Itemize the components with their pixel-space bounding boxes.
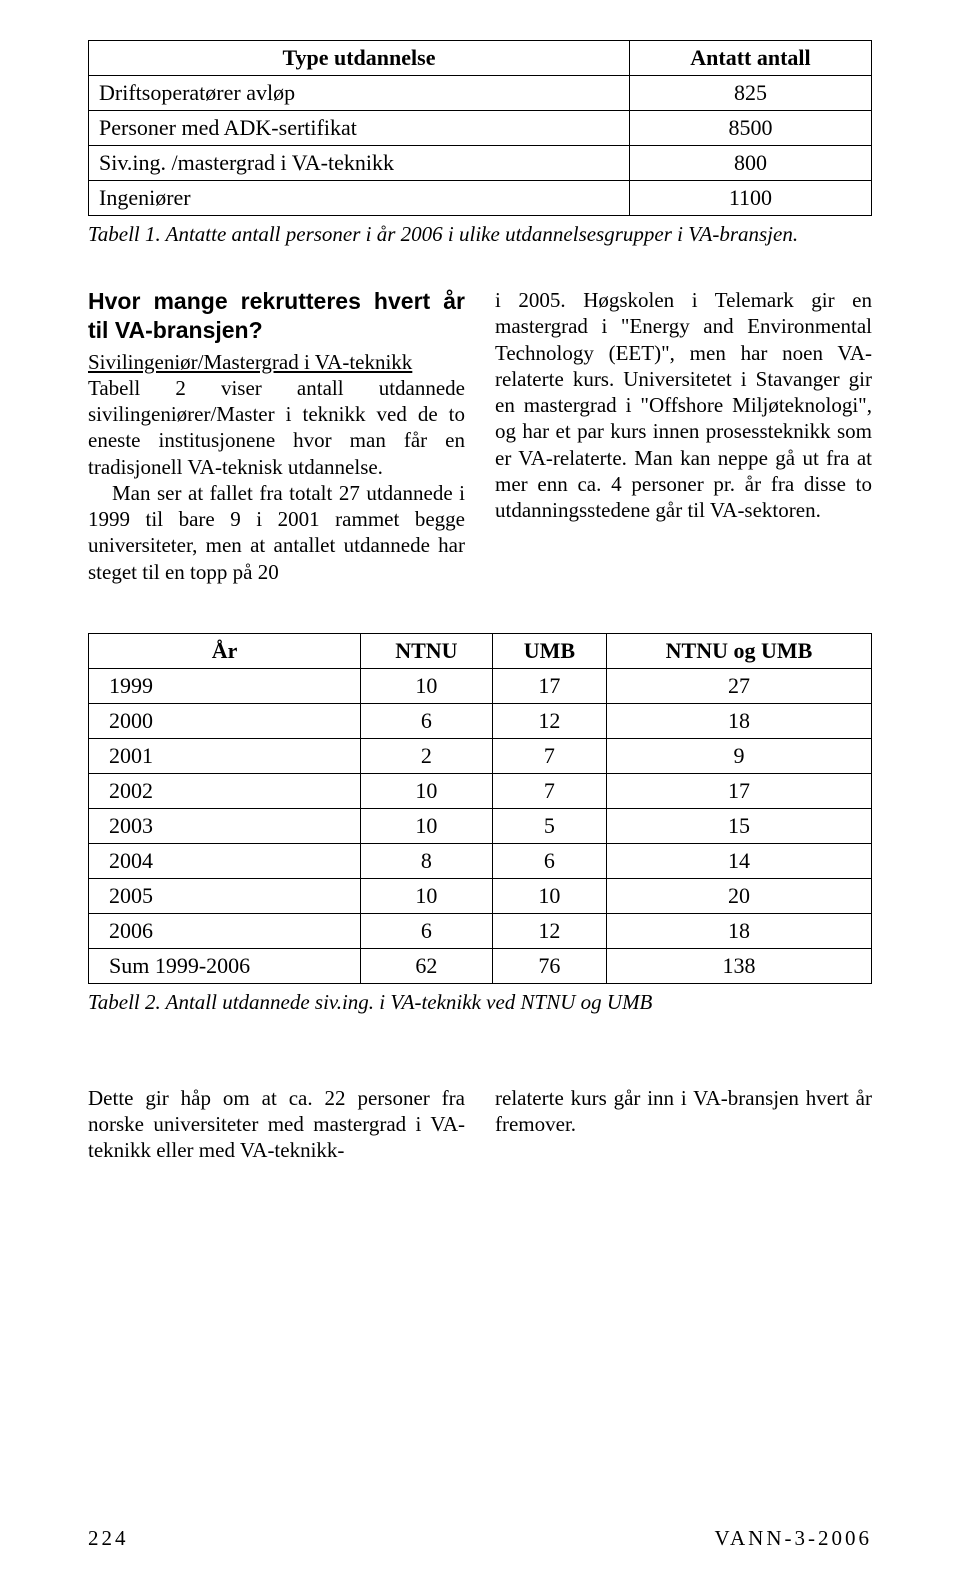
- t1-cell: 825: [629, 76, 871, 111]
- bottom-right: relaterte kurs går inn i VA-bransjen hve…: [495, 1085, 872, 1164]
- t2-cell: Sum 1999-2006: [89, 948, 361, 983]
- t2-cell: 6: [361, 703, 493, 738]
- t2-cell: 10: [361, 808, 493, 843]
- t2-h-umb: UMB: [492, 633, 606, 668]
- table-row: 200061218: [89, 703, 872, 738]
- table-row: 1999101727: [89, 668, 872, 703]
- para1: Tabell 2 viser antall utdannede siviling…: [88, 375, 465, 480]
- bottom-left: Dette gir håp om at ca. 22 personer fra …: [88, 1085, 465, 1164]
- t2-cell: 10: [361, 668, 493, 703]
- t2-cell: 17: [492, 668, 606, 703]
- table1-caption: Tabell 1. Antatte antall personer i år 2…: [88, 222, 872, 247]
- t2-cell: 62: [361, 948, 493, 983]
- t1-cell: Driftsoperatører avløp: [89, 76, 630, 111]
- table-row: Sum 1999-20066276138: [89, 948, 872, 983]
- t1-cell: 8500: [629, 111, 871, 146]
- table-2: År NTNU UMB NTNU og UMB 1999101727 20006…: [88, 633, 872, 984]
- section-heading: Hvor mange rekrutteres hvert år til VA-b…: [88, 287, 465, 345]
- left-column: Hvor mange rekrutteres hvert år til VA-b…: [88, 287, 465, 585]
- t2-cell: 6: [361, 913, 493, 948]
- table-row: 2005101020: [89, 878, 872, 913]
- t2-cell: 138: [607, 948, 872, 983]
- t2-cell: 27: [607, 668, 872, 703]
- t2-cell: 5: [492, 808, 606, 843]
- t2-cell: 12: [492, 913, 606, 948]
- para2: Man ser at fallet fra totalt 27 utdanned…: [88, 480, 465, 585]
- t2-cell: 17: [607, 773, 872, 808]
- t2-cell: 18: [607, 913, 872, 948]
- table-row: Ingeniører1100: [89, 181, 872, 216]
- t2-cell: 1999: [89, 668, 361, 703]
- subheading: Sivilingeniør/Mastergrad i VA-teknikk: [88, 349, 465, 375]
- bottom-columns: Dette gir håp om at ca. 22 personer fra …: [88, 1085, 872, 1164]
- t2-cell: 2003: [89, 808, 361, 843]
- t2-cell: 14: [607, 843, 872, 878]
- table-1: Type utdannelse Antatt antall Driftsoper…: [88, 40, 872, 216]
- t1-cell: Ingeniører: [89, 181, 630, 216]
- table-row: Siv.ing. /mastergrad i VA-teknikk800: [89, 146, 872, 181]
- t2-cell: 2001: [89, 738, 361, 773]
- t2-cell: 6: [492, 843, 606, 878]
- t1-cell: 800: [629, 146, 871, 181]
- t2-cell: 7: [492, 773, 606, 808]
- t1-cell: Personer med ADK-sertifikat: [89, 111, 630, 146]
- t2-cell: 15: [607, 808, 872, 843]
- body-columns: Hvor mange rekrutteres hvert år til VA-b…: [88, 287, 872, 585]
- t2-cell: 2000: [89, 703, 361, 738]
- table-row: Driftsoperatører avløp825: [89, 76, 872, 111]
- t2-cell: 20: [607, 878, 872, 913]
- t2-cell: 12: [492, 703, 606, 738]
- t2-body: 1999101727 200061218 2001279 200210717 2…: [89, 668, 872, 983]
- t2-cell: 18: [607, 703, 872, 738]
- t1-body: Driftsoperatører avløp825 Personer med A…: [89, 76, 872, 216]
- table-row: Personer med ADK-sertifikat8500: [89, 111, 872, 146]
- t1-header-type: Type utdannelse: [89, 41, 630, 76]
- t1-header-antall: Antatt antall: [629, 41, 871, 76]
- t2-cell: 2005: [89, 878, 361, 913]
- t2-cell: 2: [361, 738, 493, 773]
- right-column: i 2005. Høgskolen i Telemark gir en mast…: [495, 287, 872, 585]
- t2-cell: 8: [361, 843, 493, 878]
- table2-caption: Tabell 2. Antall utdannede siv.ing. i VA…: [88, 990, 872, 1015]
- table-row: 200661218: [89, 913, 872, 948]
- table-row: 200210717: [89, 773, 872, 808]
- t2-cell: 7: [492, 738, 606, 773]
- t2-cell: 76: [492, 948, 606, 983]
- t2-cell: 2004: [89, 843, 361, 878]
- page-number: 224: [88, 1526, 129, 1551]
- t2-h-ntnu: NTNU: [361, 633, 493, 668]
- t2-cell: 9: [607, 738, 872, 773]
- table-row: 20048614: [89, 843, 872, 878]
- table-row: 2001279: [89, 738, 872, 773]
- issue-label: VANN-3-2006: [715, 1526, 872, 1551]
- page-footer: 224 VANN-3-2006: [88, 1526, 872, 1551]
- t2-cell: 10: [361, 773, 493, 808]
- t1-cell: Siv.ing. /mastergrad i VA-teknikk: [89, 146, 630, 181]
- subheading-text: Sivilingeniør/Mastergrad i VA-teknikk: [88, 350, 412, 374]
- t1-cell: 1100: [629, 181, 871, 216]
- page: Type utdannelse Antatt antall Driftsoper…: [0, 0, 960, 1585]
- table-row: 200310515: [89, 808, 872, 843]
- t2-cell: 10: [492, 878, 606, 913]
- t2-h-total: NTNU og UMB: [607, 633, 872, 668]
- t2-cell: 2002: [89, 773, 361, 808]
- right-para: i 2005. Høgskolen i Telemark gir en mast…: [495, 287, 872, 523]
- t2-cell: 2006: [89, 913, 361, 948]
- t2-cell: 10: [361, 878, 493, 913]
- t2-h-year: År: [89, 633, 361, 668]
